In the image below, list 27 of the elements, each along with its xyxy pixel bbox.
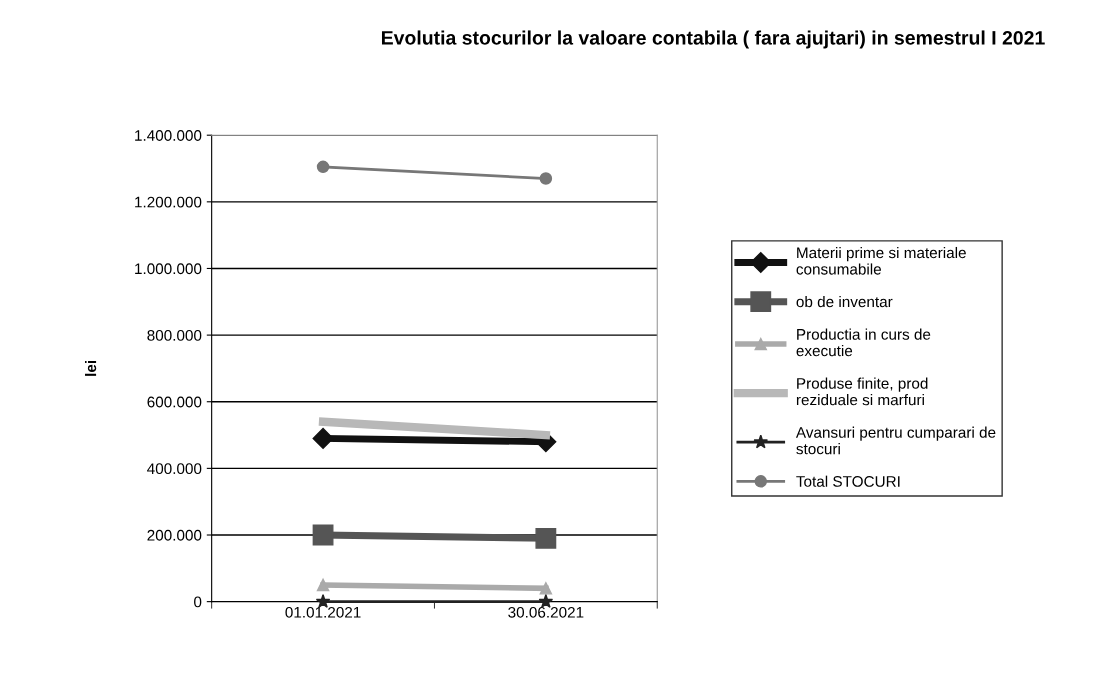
y-tick-label: 200.000 [147,529,202,541]
y-tick-label: 0 [194,596,202,608]
legend-label: ob de inventar [796,295,893,308]
point [315,594,331,608]
legend-label: Productia in curs de executie [796,328,931,357]
y-tick-label: 600.000 [147,396,202,408]
x-tick-label: 01.01.2021 [285,606,361,618]
x-tick-label: 30.06.2021 [508,606,584,618]
point [316,578,330,592]
y-tick-label: 400.000 [147,463,202,475]
y-tick-label: 1.400.000 [135,130,202,141]
legend-label: Produse finite, prod reziduale si marfuri [796,377,928,406]
y-tick-label: 1.000.000 [135,263,202,275]
text: Evolutia stocurilor la valoare contabila ( fara ajujtari) in semestrul I 2021 [381,30,1045,49]
point [539,172,553,185]
legend-label: Total STOCURI [796,475,900,487]
y-axis-title: lei [85,361,97,376]
point [312,524,334,546]
point [538,594,554,608]
legend-label: Avansuri pentru cumparari de stocuri [795,426,996,455]
point [312,427,334,449]
legend-label: Materii prime si materiale consumabile [796,246,966,275]
y-tick-label: 1.200.000 [135,196,202,208]
point [316,160,330,174]
y-tick-label: 800.000 [147,329,202,341]
point [535,527,557,549]
point [539,582,553,595]
